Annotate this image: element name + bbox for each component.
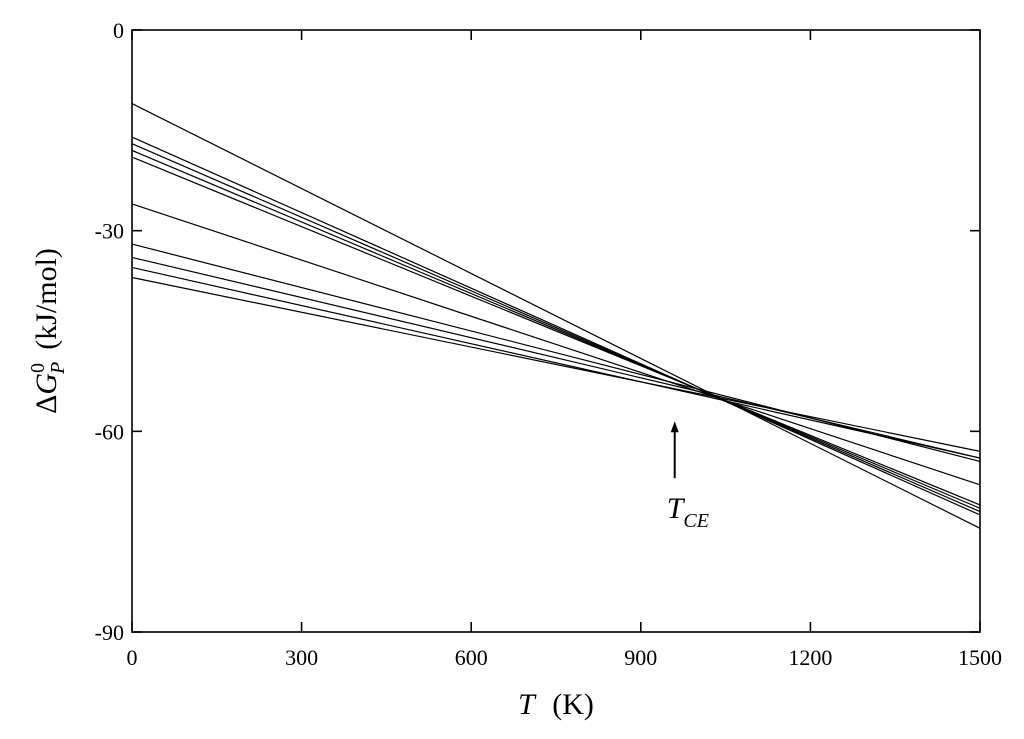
annotation-arrow-head	[670, 421, 679, 433]
annotation-label: TCE	[667, 492, 709, 532]
ticks: 0 300 600 900 1200 1500 0 -30 -60 -90	[95, 18, 1002, 670]
x-tick-label: 600	[455, 645, 488, 670]
y-axis-unit: (kJ/mol)	[30, 248, 63, 350]
x-axis-unit: (K)	[552, 688, 594, 721]
series-line-8	[131, 256, 981, 459]
annotation-label-sub: CE	[683, 510, 709, 532]
series-line-6	[131, 203, 981, 486]
series-line-10	[131, 276, 981, 452]
x-tick-label: 300	[285, 645, 318, 670]
series-line-2	[131, 136, 981, 516]
series-line-3	[131, 143, 981, 513]
y-tick-label: -60	[95, 419, 124, 444]
annotation: TCE	[667, 421, 709, 532]
x-axis-label: T (K)	[518, 688, 594, 721]
plot-frame	[131, 29, 981, 633]
series-line-4	[131, 149, 981, 509]
series-line-1	[131, 103, 981, 529]
x-tick-label: 1500	[958, 645, 1002, 670]
x-axis-symbol: T	[518, 688, 537, 721]
x-tick-label: 0	[127, 645, 138, 670]
series-line-9	[131, 266, 981, 459]
y-tick-label: 0	[113, 18, 124, 43]
x-tick-label: 1200	[788, 645, 832, 670]
y-axis-superscript: 0	[27, 363, 49, 373]
y-axis-subscript: P	[47, 362, 69, 375]
y-tick-label: -30	[95, 219, 124, 244]
y-axis-symbol: G	[30, 373, 63, 395]
series-lines	[131, 103, 981, 529]
series-line-7	[131, 243, 981, 463]
y-axis-label: ΔG0P (kJ/mol)	[27, 248, 69, 414]
y-tick-label: -90	[95, 620, 124, 645]
y-axis-prefix: Δ	[30, 395, 63, 414]
series-line-5	[131, 156, 981, 506]
x-tick-label: 900	[624, 645, 657, 670]
annotation-label-main: T	[667, 492, 686, 525]
